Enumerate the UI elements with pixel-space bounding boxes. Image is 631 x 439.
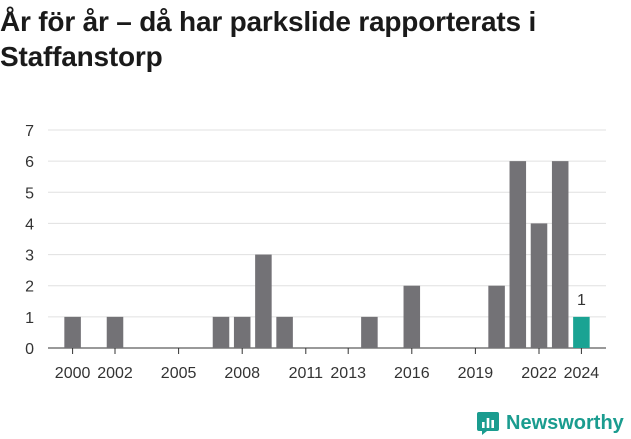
bar-2007[interactable] <box>212 316 230 348</box>
bar-2009[interactable] <box>255 254 272 348</box>
bar-2024[interactable] <box>573 316 590 348</box>
x-tick-label: 2016 <box>394 365 430 382</box>
bars <box>64 161 590 348</box>
bar-2014[interactable] <box>361 316 378 348</box>
data-labels: 1 <box>577 292 586 309</box>
bar-2002[interactable] <box>106 316 124 348</box>
x-tick-label: 2019 <box>458 365 494 382</box>
y-tick-label: 7 <box>25 123 34 140</box>
x-tick-label: 2002 <box>97 365 133 382</box>
bar-2020[interactable] <box>488 285 505 348</box>
x-tick-label: 2008 <box>224 365 260 382</box>
brand-logo[interactable]: Newsworthy <box>476 409 624 437</box>
y-axis-labels: 0 1 2 3 4 5 6 7 <box>25 123 34 358</box>
bar-2021[interactable] <box>509 161 527 348</box>
y-tick-label: 4 <box>25 216 34 233</box>
y-tick-label: 1 <box>25 310 34 327</box>
chart-title: År för år – då har parkslide rapporterat… <box>0 6 537 72</box>
y-tick-label: 0 <box>25 341 34 358</box>
data-label: 1 <box>577 292 586 309</box>
y-tick-label: 6 <box>25 154 34 171</box>
bar-chart-logo-icon <box>477 412 499 435</box>
bar-2000[interactable] <box>64 316 81 348</box>
x-tick-label: 2024 <box>564 365 600 382</box>
y-tick-label: 2 <box>25 279 34 296</box>
bar-2022[interactable] <box>530 223 548 348</box>
bar-2016[interactable] <box>403 285 421 348</box>
x-tick-label: 2022 <box>521 365 557 382</box>
y-tick-label: 3 <box>25 248 34 265</box>
brand-name: Newsworthy <box>506 411 624 434</box>
x-axis-labels: 2000 2002 2005 2008 2011 2013 2016 2019 2022 2024 <box>55 348 599 382</box>
bar-2023[interactable] <box>551 161 569 348</box>
bar-2008[interactable] <box>233 316 251 348</box>
x-tick-label: 2005 <box>161 365 197 382</box>
x-tick-label: 2000 <box>55 365 91 382</box>
bar-2010[interactable] <box>276 316 293 348</box>
x-tick-label: 2011 <box>289 365 324 382</box>
x-tick-label: 2013 <box>330 365 366 382</box>
y-tick-label: 5 <box>25 185 34 202</box>
